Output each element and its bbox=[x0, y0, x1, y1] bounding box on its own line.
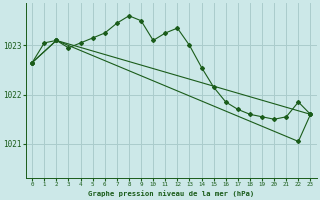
X-axis label: Graphe pression niveau de la mer (hPa): Graphe pression niveau de la mer (hPa) bbox=[88, 190, 254, 197]
